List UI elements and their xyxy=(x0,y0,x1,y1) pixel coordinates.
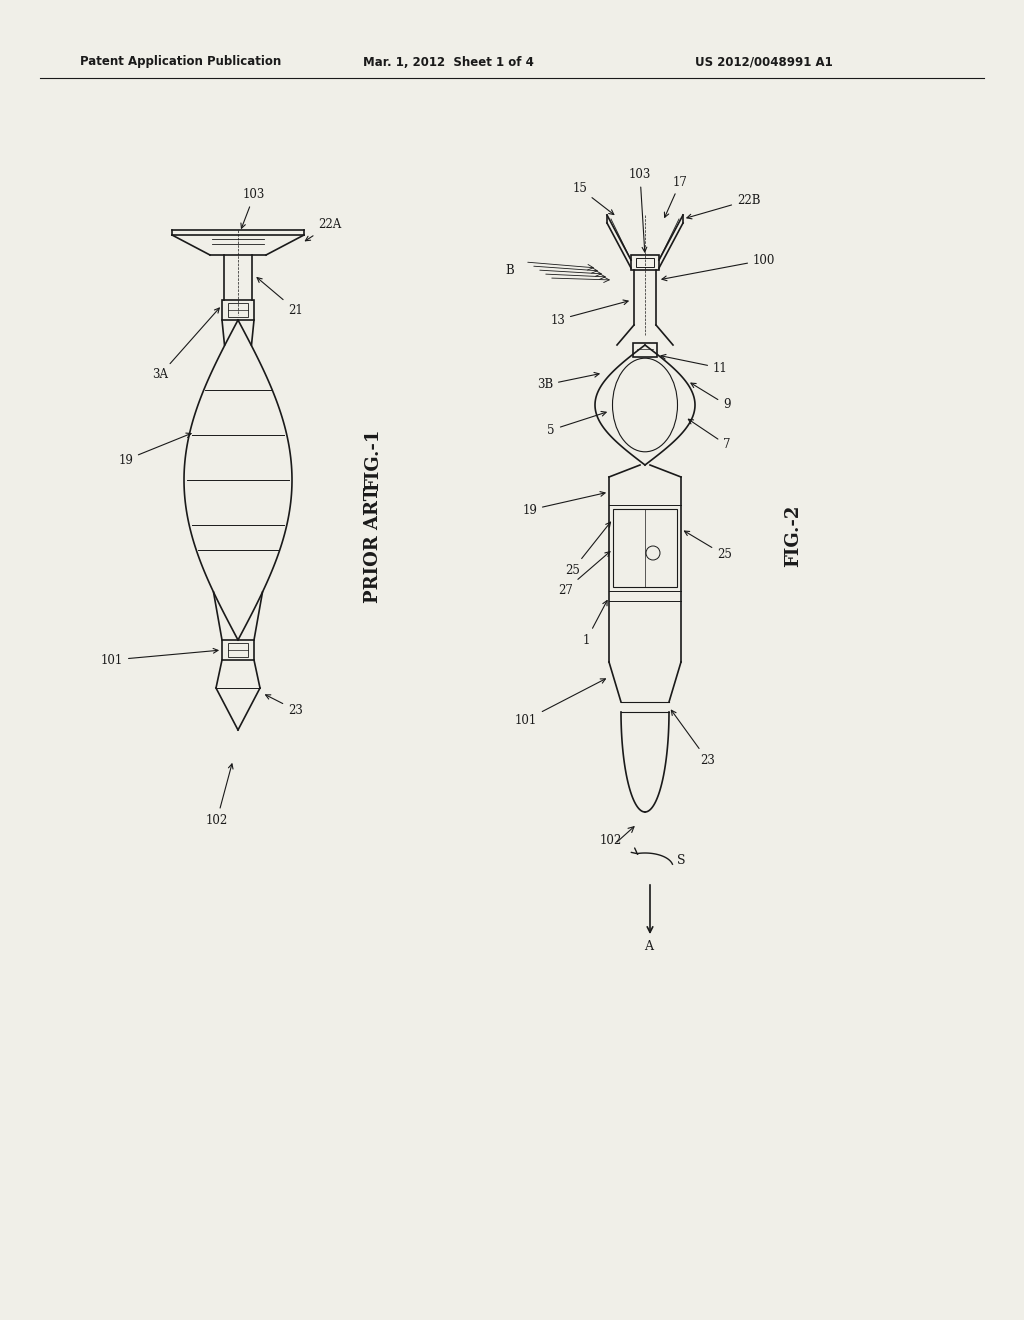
Text: 101: 101 xyxy=(515,678,605,726)
Text: B: B xyxy=(505,264,514,276)
Text: Patent Application Publication: Patent Application Publication xyxy=(80,55,282,69)
Text: 22B: 22B xyxy=(687,194,761,219)
Text: 5: 5 xyxy=(548,412,606,437)
Text: 7: 7 xyxy=(688,420,730,451)
Text: 13: 13 xyxy=(550,300,628,326)
Text: 27: 27 xyxy=(558,552,610,597)
Text: 22A: 22A xyxy=(305,219,341,240)
Text: FIG.-2: FIG.-2 xyxy=(784,504,802,568)
Text: 19: 19 xyxy=(522,491,605,516)
Text: 102: 102 xyxy=(206,764,233,826)
Text: A: A xyxy=(644,940,653,953)
Text: 11: 11 xyxy=(660,355,728,375)
Text: 17: 17 xyxy=(665,176,688,218)
Text: 102: 102 xyxy=(600,833,623,846)
Text: 3B: 3B xyxy=(537,372,599,392)
Text: FIG.-1: FIG.-1 xyxy=(364,429,382,491)
Bar xyxy=(613,510,677,587)
Bar xyxy=(222,640,254,660)
Bar xyxy=(631,255,659,271)
Text: 3A: 3A xyxy=(152,308,219,381)
Text: S: S xyxy=(677,854,685,866)
Bar xyxy=(228,304,248,317)
Text: 19: 19 xyxy=(118,433,191,466)
Text: 15: 15 xyxy=(572,181,613,215)
Text: Mar. 1, 2012  Sheet 1 of 4: Mar. 1, 2012 Sheet 1 of 4 xyxy=(362,55,534,69)
Text: 25: 25 xyxy=(684,531,732,561)
Text: 9: 9 xyxy=(691,383,730,412)
Text: US 2012/0048991 A1: US 2012/0048991 A1 xyxy=(695,55,833,69)
Bar xyxy=(636,257,654,267)
Text: 103: 103 xyxy=(629,169,651,252)
Text: 1: 1 xyxy=(583,601,607,647)
Text: PRIOR ART: PRIOR ART xyxy=(364,487,382,603)
Text: 103: 103 xyxy=(241,189,265,228)
Text: 23: 23 xyxy=(672,710,715,767)
Bar xyxy=(228,643,248,657)
Text: 21: 21 xyxy=(257,277,303,317)
Text: 101: 101 xyxy=(100,648,218,667)
Text: 23: 23 xyxy=(265,694,303,717)
Text: 25: 25 xyxy=(565,523,610,577)
Text: 100: 100 xyxy=(662,253,775,281)
Bar xyxy=(633,343,657,356)
Bar xyxy=(222,300,254,319)
